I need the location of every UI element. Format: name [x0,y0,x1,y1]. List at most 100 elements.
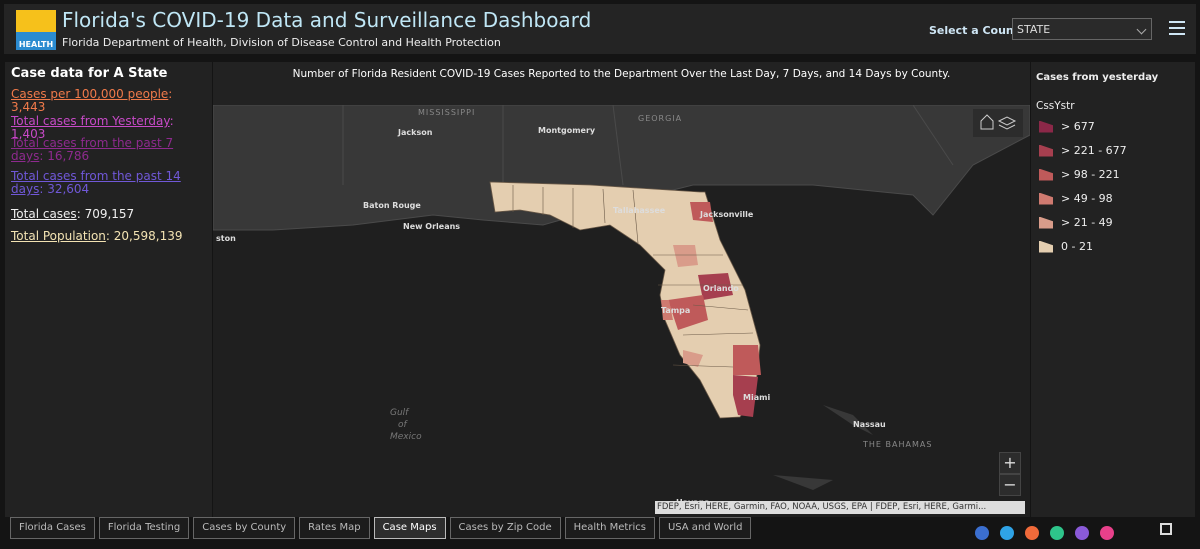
logo: HEALTH [16,10,56,50]
county-lee [683,350,703,367]
stat-row: Total Population: 20,598,139 [11,230,206,243]
legend-item: > 98 - 221 [1039,168,1120,181]
legend-label: > 221 - 677 [1061,144,1127,157]
subtitle: Florida Department of Health, Division o… [62,36,501,49]
stat-row: Total cases from the past 7 days: 16,786 [11,137,206,163]
map-label-line: Gulf [390,408,410,418]
legend-item: > 677 [1039,120,1095,133]
header: HEALTH Florida's COVID-19 Data and Surve… [4,4,1196,54]
legend-item: > 21 - 49 [1039,216,1113,229]
stat-separator: : [105,229,110,243]
social-icons [975,526,1114,540]
legend-swatch [1039,168,1053,181]
stat-value: 709,157 [84,207,135,221]
legend-swatch [1039,240,1053,253]
county-lines [512,185,754,368]
logo-text: HEALTH [18,40,54,49]
stat-row: Cases per 100,000 people: 3,443 [11,88,206,114]
stat-value: 3,443 [11,100,46,114]
tab[interactable]: Case Maps [373,517,446,539]
summary-panel: Case data for A State Cases per 100,000 … [5,62,212,517]
stat-label[interactable]: Total cases [11,207,77,221]
tab[interactable]: Florida Testing [98,517,190,539]
map-label-line: of [398,420,409,430]
map-label: GEORGIA [638,114,682,123]
legend-swatch [1039,216,1053,229]
map-label: Montgomery [538,126,596,135]
tab[interactable]: Rates Map [299,517,370,539]
map-label: Nassau [853,420,886,429]
social-icon[interactable] [1050,526,1064,540]
county-duval [690,202,713,222]
legend-item: > 221 - 677 [1039,144,1127,157]
social-icon[interactable] [1075,526,1089,540]
map-label: MISSISSIPPI [418,108,475,117]
county-select[interactable]: STATE [1012,18,1152,40]
tab[interactable]: Florida Cases [10,517,95,539]
social-icon[interactable] [1100,526,1114,540]
legend-swatch [1039,144,1053,157]
map-title: Number of Florida Resident COVID-19 Case… [292,68,951,80]
stat-row: Total cases: 709,157 [11,208,206,221]
legend-item: 0 - 21 [1039,240,1093,253]
stat-separator: : [39,182,44,196]
tab[interactable]: Health Metrics [564,517,655,539]
stat-label[interactable]: Total cases from Yesterday [11,114,170,128]
stat-label[interactable]: Total Population [11,229,106,243]
map-label: Baton Rouge [363,201,421,210]
stat-separator: : [76,207,81,221]
legend-label: > 49 - 98 [1061,192,1113,205]
tab[interactable]: USA and World [658,517,752,539]
stat-label[interactable]: Total cases from the past 7 days [11,136,174,163]
county-palm-beach [733,345,761,375]
social-icon[interactable] [975,526,989,540]
legend-label: > 98 - 221 [1061,168,1120,181]
map[interactable]: MISSISSIPPI Jackson Montgomery GEORGIA Baton… [213,105,1030,517]
legend-swatch [1039,120,1053,133]
map-label: Gulf of Mexico [390,408,422,442]
tab[interactable]: Cases by County [193,517,296,539]
map-label: Jacksonville [699,210,754,219]
legend-panel: Cases from yesterday CssYstr > 677 > 221 … [1031,62,1195,517]
county-alachua [673,245,698,267]
social-icon[interactable] [1025,526,1039,540]
legend-field: CssYstr [1036,100,1075,112]
map-label: New Orleans [403,222,460,231]
map-label: Tallahassee [613,206,666,215]
map-panel: Number of Florida Resident COVID-19 Case… [213,62,1030,517]
legend-label: > 21 - 49 [1061,216,1113,229]
attribution: FDEP, Esri, HERE, Garmin, FAO, NOAA, USG… [655,501,1025,514]
legend-label: > 677 [1061,120,1095,133]
stat-label[interactable]: Cases per 100,000 people [11,87,169,101]
zoom-out[interactable]: − [999,474,1021,496]
map-label: ston [216,234,236,243]
stat-value: 32,604 [47,182,90,196]
tab[interactable]: Cases by Zip Code [449,517,561,539]
map-label: Tampa [661,306,690,315]
stat-value: 16,786 [47,149,90,163]
map-label: Miami [743,393,770,402]
county-miami-dade [733,375,758,417]
stat-separator: : [168,87,173,101]
legend-item: > 49 - 98 [1039,192,1113,205]
external-link[interactable] [1160,523,1172,535]
map-label: Jackson [397,128,433,137]
zoom-in[interactable]: + [999,452,1021,474]
tab-bar: Florida Cases Florida Testing Cases by Cou… [10,517,752,539]
map-label: THE BAHAMAS [862,440,932,449]
county-pinellas [661,300,673,320]
state-borders [342,105,954,186]
stat-value: 20,598,139 [113,229,183,243]
legend-swatch [1039,192,1053,205]
menu-button[interactable] [1169,21,1185,35]
social-icon[interactable] [1000,526,1014,540]
stat-separator: : [39,149,44,163]
map-tool-icons [980,114,1017,130]
legend-title: Cases from yesterday [1036,72,1159,83]
stat-value: 1,403 [11,127,46,141]
county-orange [698,273,733,300]
stat-label[interactable]: Total cases from the past 14 days [11,169,181,196]
summary-heading: Case data for A State [11,66,168,81]
